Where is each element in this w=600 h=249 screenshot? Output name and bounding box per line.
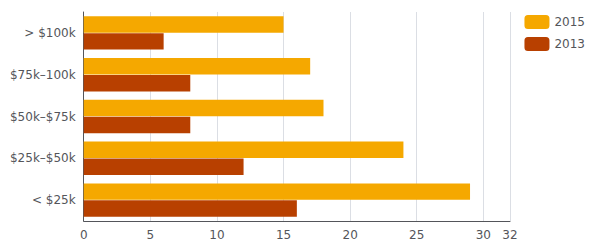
svg-text:0: 0 bbox=[80, 228, 88, 242]
svg-text:2015: 2015 bbox=[554, 15, 585, 29]
svg-text:20: 20 bbox=[342, 228, 357, 242]
svg-text:30: 30 bbox=[476, 228, 491, 242]
svg-text:10: 10 bbox=[209, 228, 224, 242]
svg-text:> $100k: > $100k bbox=[24, 26, 75, 40]
svg-text:25: 25 bbox=[409, 228, 424, 242]
svg-text:< $25k: < $25k bbox=[32, 193, 76, 207]
svg-text:15: 15 bbox=[276, 228, 291, 242]
svg-text:32: 32 bbox=[502, 228, 517, 242]
svg-text:2013: 2013 bbox=[554, 37, 585, 51]
svg-text:$50k–$75k: $50k–$75k bbox=[10, 110, 76, 124]
svg-text:$25k–$50k: $25k–$50k bbox=[10, 151, 76, 165]
svg-text:$75k–100k: $75k–100k bbox=[10, 68, 76, 82]
svg-text:5: 5 bbox=[146, 228, 154, 242]
